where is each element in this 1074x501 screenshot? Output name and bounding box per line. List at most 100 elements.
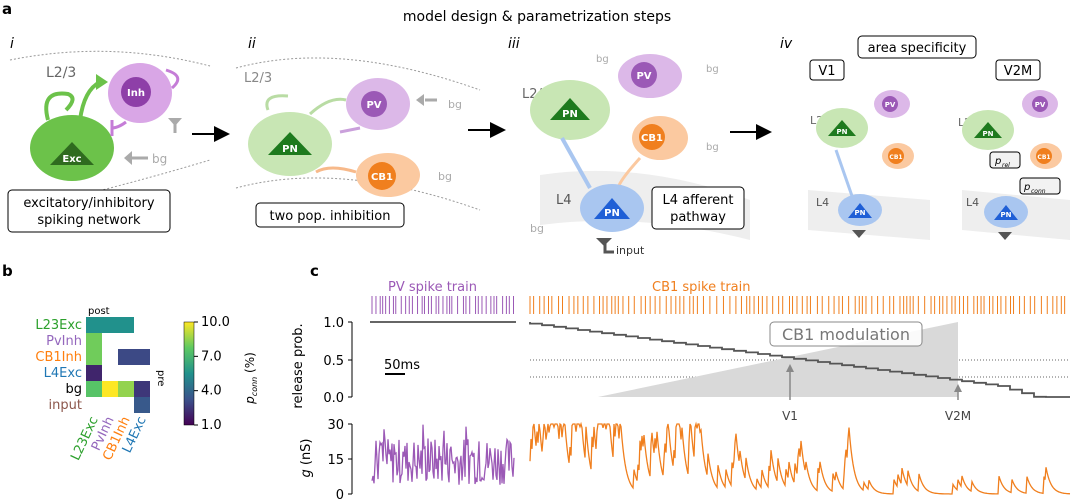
step-iii-caption-box	[651, 186, 745, 230]
inh-core	[121, 77, 151, 107]
svg-text:L4: L4	[966, 196, 979, 209]
svg-text:PN: PN	[1001, 211, 1012, 219]
step-ii-caption: two pop. inhibition	[269, 209, 390, 224]
v1-marker-label: V1	[782, 409, 798, 423]
svg-text:bg: bg	[706, 142, 719, 153]
bg-label-iii: bg	[530, 222, 544, 235]
svg-text:p: p	[1023, 182, 1030, 193]
release-prob-axis: 1.0 0.5 0.0	[323, 316, 353, 406]
pv-train-label: PV spike train	[388, 280, 477, 295]
heatmap-cell	[86, 349, 102, 365]
step-ii-numeral: ii	[248, 36, 256, 52]
svg-text:bg: bg	[596, 54, 609, 65]
pv-conductance-trace	[371, 424, 515, 485]
heatmap-row-label: CB1Inh	[35, 350, 82, 365]
step-i-caption-box	[7, 189, 171, 233]
heatmap-cell	[118, 381, 134, 397]
pconn-box	[1019, 177, 1061, 195]
cb1-label: CB1	[371, 172, 393, 183]
step-iv: iv area specificity V1 V2M L2/3 PN PV CB…	[780, 35, 1070, 240]
inh-label: Inh	[127, 88, 145, 99]
heatmap-cell	[118, 349, 134, 365]
svg-text:PN: PN	[837, 128, 848, 136]
heatmap-cell	[118, 317, 134, 333]
svg-text:L4: L4	[816, 196, 829, 209]
conductance-axis-label: g (nS)	[299, 438, 314, 477]
bg-label: bg	[152, 152, 167, 166]
svg-text:30: 30	[327, 418, 344, 433]
svg-text:0.5: 0.5	[323, 354, 344, 369]
bg-label-1: bg	[448, 98, 462, 111]
colorbar-label: pconn (%)	[243, 352, 259, 405]
colorbar-tick-label: 4.0	[201, 384, 222, 399]
heatmap-row-label: L4Exc	[44, 366, 82, 381]
cb1-spike-train	[529, 296, 1066, 314]
panel-c-letter: c	[310, 262, 319, 280]
heatmap-row-label: input	[49, 398, 82, 413]
step-i-numeral: i	[10, 36, 14, 52]
heatmap-cell	[134, 381, 150, 397]
svg-text:PV: PV	[1035, 101, 1046, 109]
v1-box	[809, 59, 845, 81]
svg-text:0.0: 0.0	[323, 391, 344, 406]
step-iii: iii L2/3 PN PV bg bg CB1 bg L4 PN bg inp…	[508, 36, 750, 257]
pv-label: PV	[366, 100, 381, 111]
step-iii-numeral: iii	[508, 36, 520, 52]
colorbar	[183, 321, 195, 426]
heatmap-cell	[102, 317, 118, 333]
heatmap-cell	[86, 365, 102, 381]
colorbar-tick-label: 10.0	[201, 315, 230, 330]
colorbar-ticks: 10.0 7.0 4.0 1.0	[194, 315, 230, 433]
step-iv-numeral: iv	[780, 36, 793, 52]
v2m-mini-circuit: L2/3 PN PV CB1 p rel p conn L4 PN	[958, 90, 1070, 240]
svg-text:CB1: CB1	[889, 154, 902, 161]
svg-text:rel: rel	[1002, 162, 1010, 169]
cb1-conductance-trace	[529, 421, 1071, 495]
heatmap-cell	[134, 349, 150, 365]
cb1-train-label: CB1 spike train	[652, 280, 751, 295]
svg-text:conn: conn	[1031, 188, 1046, 195]
release-prob-axis-label: release prob.	[291, 323, 306, 408]
step-iii-caption-1: L4 afferent	[663, 193, 734, 208]
step-ii-layer-label: L2/3	[244, 71, 272, 86]
step-i-caption-2: spiking network	[37, 213, 141, 228]
v2m-box	[995, 59, 1041, 81]
cb1-modulation-label: CB1 modulation	[782, 325, 910, 344]
cb1-release-prob-line	[529, 322, 1070, 398]
heatmap-cell	[86, 381, 102, 397]
v2m-title: V2M	[1004, 64, 1032, 79]
svg-text:PN: PN	[983, 130, 994, 138]
step-iii-caption-2: pathway	[670, 210, 726, 225]
pn-triangle-icon	[268, 132, 312, 155]
step-i-caption-1: excitatory/inhibitory	[23, 196, 154, 211]
area-specificity-title: area specificity	[868, 41, 967, 56]
cb1-label-iii: CB1	[641, 133, 663, 144]
step-ii: ii L2/3 PN PV CB1 bg bg two pop. inhibit…	[235, 36, 481, 228]
v1-mini-circuit: L2/3 PN PV CB1 L4 PN	[808, 90, 930, 240]
svg-text:1.0: 1.0	[323, 316, 344, 331]
cb1-core	[368, 162, 396, 190]
svg-text:PV: PV	[885, 101, 896, 109]
heatmap-row-label: PvInh	[46, 334, 82, 349]
pn4-triangle-icon	[594, 198, 630, 219]
svg-text:CB1: CB1	[1037, 154, 1050, 161]
input-label: input	[616, 244, 645, 257]
pv-core	[361, 91, 387, 117]
prel-box	[989, 151, 1021, 169]
connectivity-heatmap: L23ExcPvInhCB1InhL4ExcbginputL23ExcPvInh…	[35, 317, 150, 463]
exc-triangle-icon	[50, 142, 94, 165]
pre-label: pre	[155, 370, 166, 386]
panel-a-letter: a	[2, 0, 12, 18]
step-ii-caption-box	[255, 202, 405, 228]
pn4-label: PN	[604, 208, 620, 219]
pv-spike-train	[371, 296, 515, 314]
v1-title: V1	[818, 64, 835, 79]
pv-label-iii: PV	[636, 71, 651, 82]
step-i: i L2/3 Exc Inh bg excitatory/inhibitory …	[7, 36, 211, 233]
conductance-axis: 30 15 0	[327, 418, 353, 501]
heatmap-row-label: L23Exc	[35, 318, 82, 333]
svg-text:bg: bg	[706, 64, 719, 75]
pn-label: PN	[282, 144, 298, 155]
heatmap-cell	[86, 317, 102, 333]
